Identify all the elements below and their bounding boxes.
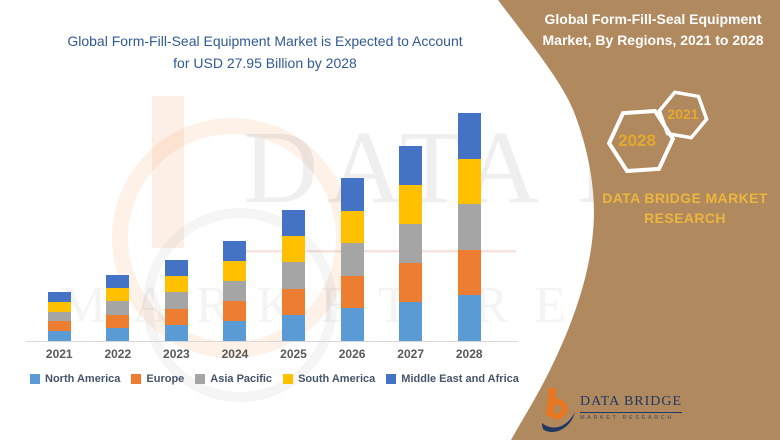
- bar-2022: [106, 274, 130, 341]
- chart-title: Global Form-Fill-Seal Equipment Market i…: [15, 31, 515, 74]
- bar-segment-south-america: [399, 185, 423, 225]
- legend-item-north-america: North America: [30, 373, 120, 385]
- hexagon-icons: [606, 90, 709, 174]
- x-axis-label-2026: 2026: [338, 347, 366, 361]
- bar-segment-north-america: [457, 295, 481, 341]
- x-axis-line: [26, 341, 518, 342]
- legend-marker-icon: [386, 374, 397, 384]
- panel-title-line1: Global Form-Fill-Seal Equipment: [544, 11, 762, 27]
- chart-title-line2: for USD 27.95 Billion by 2028: [173, 54, 357, 71]
- bar-segment-asia-pacific: [164, 292, 188, 309]
- bar-2024: [223, 241, 247, 341]
- hexagon-end-year: 2028: [618, 131, 656, 150]
- chart-title-line1: Global Form-Fill-Seal Equipment Market i…: [67, 33, 463, 49]
- bar-segment-north-america: [47, 331, 71, 341]
- bar-segment-europe: [340, 275, 364, 309]
- bar-segment-south-america: [47, 301, 71, 312]
- bar-segment-south-america: [340, 210, 364, 244]
- bar-segment-europe: [282, 288, 306, 315]
- bar-2026: [340, 177, 364, 341]
- legend-marker-icon: [30, 374, 40, 384]
- bar-segment-middle-east-and-africa: [399, 146, 423, 186]
- bar-segment-middle-east-and-africa: [282, 210, 306, 237]
- bar-segment-europe: [399, 263, 423, 303]
- legend-marker-icon: [283, 374, 294, 384]
- bar-segment-middle-east-and-africa: [340, 177, 364, 211]
- bar-segment-middle-east-and-africa: [47, 292, 71, 302]
- bar-2023: [164, 259, 188, 341]
- bar-segment-middle-east-and-africa: [223, 241, 247, 262]
- brand-text-line1: DATA BRIDGE MARKET: [602, 190, 768, 206]
- bar-segment-europe: [223, 301, 247, 322]
- bar-segment-asia-pacific: [106, 301, 130, 315]
- bar-segment-north-america: [399, 302, 423, 341]
- legend-item-europe: Europe: [131, 373, 184, 385]
- bar-segment-middle-east-and-africa: [106, 274, 130, 289]
- bar-2028: [457, 113, 481, 341]
- bar-segment-asia-pacific: [457, 204, 481, 250]
- bar-2027: [399, 146, 423, 341]
- panel-title: Global Form-Fill-Seal Equipment Market, …: [528, 9, 778, 51]
- bar-segment-south-america: [457, 158, 481, 205]
- bar-segment-middle-east-and-africa: [164, 259, 188, 277]
- hexagon-2021-icon: [657, 90, 709, 140]
- bar-segment-asia-pacific: [340, 243, 364, 276]
- brand-text: DATA BRIDGE MARKET RESEARCH: [565, 188, 780, 229]
- panel-title-line2: Market, By Regions, 2021 to 2028: [542, 32, 764, 48]
- legend-label: Europe: [146, 373, 185, 385]
- bar-segment-north-america: [282, 314, 306, 341]
- bar-segment-asia-pacific: [47, 311, 71, 322]
- brand-text-line2: RESEARCH: [644, 210, 726, 227]
- bar-segment-middle-east-and-africa: [457, 113, 481, 159]
- legend-label: Middle East and Africa: [401, 373, 519, 385]
- bar-segment-europe: [164, 308, 188, 325]
- bar-segment-north-america: [106, 327, 130, 341]
- bar-segment-asia-pacific: [223, 281, 247, 302]
- x-axis-label-2027: 2027: [397, 347, 424, 361]
- logo-name: DATA BRIDGE: [580, 394, 683, 413]
- bar-segment-north-america: [164, 324, 188, 341]
- legend-label: South America: [298, 373, 376, 385]
- bar-segment-north-america: [223, 321, 247, 341]
- legend-item-south-america: South America: [283, 373, 375, 385]
- x-axis-label-2023: 2023: [163, 347, 190, 361]
- bar-segment-europe: [457, 249, 481, 296]
- x-axis-label-2022: 2022: [104, 347, 132, 361]
- bar-segment-south-america: [223, 261, 247, 282]
- bar-segment-south-america: [106, 288, 130, 302]
- x-axis-label-2021: 2021: [45, 347, 73, 361]
- legend-marker-icon: [195, 374, 206, 384]
- legend-label: North America: [45, 373, 121, 385]
- x-axis-label-2028: 2028: [455, 347, 483, 361]
- legend: North America Europe Asia Pacific South Ame…: [30, 373, 519, 385]
- bar-segment-asia-pacific: [399, 224, 423, 264]
- bar-2025: [282, 210, 306, 341]
- x-axis-label-2024: 2024: [221, 347, 249, 361]
- hexagon-start-year: 2021: [667, 106, 699, 122]
- data-bridge-logo-icon: [542, 388, 575, 432]
- x-axis-label-2025: 2025: [280, 347, 307, 361]
- bar-segment-north-america: [340, 308, 364, 341]
- legend-item-middle-east-and-africa: Middle East and Africa: [386, 373, 519, 385]
- bar-2021: [47, 292, 71, 341]
- bar-segment-europe: [106, 314, 130, 328]
- legend-label: Asia Pacific: [210, 373, 273, 385]
- bar-segment-south-america: [282, 236, 306, 263]
- logo-subtitle: MARKET RESEARCH: [580, 415, 674, 421]
- bar-segment-south-america: [164, 276, 188, 293]
- legend-item-asia-pacific: Asia Pacific: [195, 373, 272, 385]
- bar-segment-europe: [47, 321, 71, 332]
- bar-segment-asia-pacific: [282, 262, 306, 289]
- legend-marker-icon: [131, 374, 142, 384]
- hexagon-2028-icon: [606, 108, 676, 174]
